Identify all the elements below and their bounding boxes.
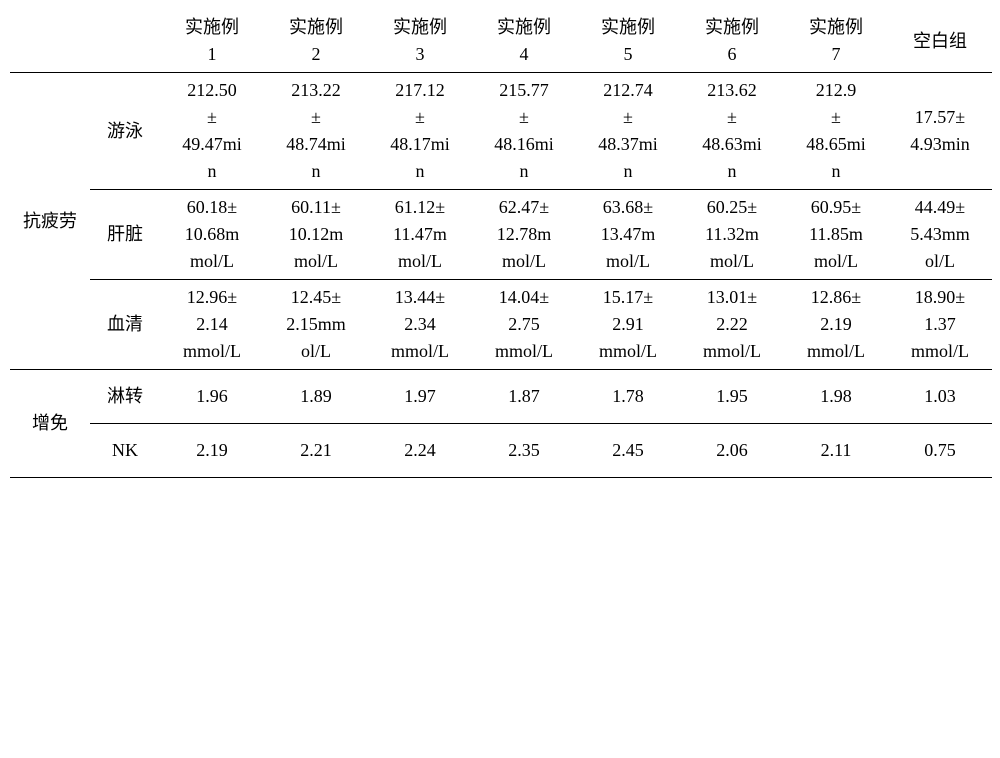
cell: 2.35 [472, 423, 576, 477]
cell: 212.50±49.47min [160, 73, 264, 190]
col-blank: 空白组 [888, 10, 992, 73]
cell: 62.47±12.78mmol/L [472, 190, 576, 280]
row-liver: 肝脏 60.18±10.68mmol/L 60.11±10.12mmol/L 6… [10, 190, 992, 280]
cell: 12.45±2.15mmol/L [264, 280, 368, 370]
cell: 63.68±13.47mmol/L [576, 190, 680, 280]
cell: 2.19 [160, 423, 264, 477]
col-ex6: 实施例6 [680, 10, 784, 73]
cell: 1.96 [160, 370, 264, 424]
col-ex4: 实施例4 [472, 10, 576, 73]
cell: 1.87 [472, 370, 576, 424]
row-lz-label: 淋转 [90, 370, 160, 424]
cell: 2.45 [576, 423, 680, 477]
row-serum-label: 血清 [90, 280, 160, 370]
col-ex5: 实施例5 [576, 10, 680, 73]
cell: 2.11 [784, 423, 888, 477]
cell: 1.03 [888, 370, 992, 424]
cell: 12.96±2.14mmol/L [160, 280, 264, 370]
row-swim-label: 游泳 [90, 73, 160, 190]
row-lz: 增免 淋转 1.96 1.89 1.97 1.87 1.78 1.95 1.98… [10, 370, 992, 424]
row-swim: 抗疲劳 游泳 212.50±49.47min 213.22±48.74min 2… [10, 73, 992, 190]
cell: 2.06 [680, 423, 784, 477]
header-row: 实施例1 实施例2 实施例3 实施例4 实施例5 实施例6 实施例7 空白组 [10, 10, 992, 73]
cell: 15.17±2.91mmol/L [576, 280, 680, 370]
cell: 44.49±5.43mmol/L [888, 190, 992, 280]
cell: 213.22±48.74min [264, 73, 368, 190]
cell: 60.25±11.32mmol/L [680, 190, 784, 280]
cell: 12.86±2.19mmol/L [784, 280, 888, 370]
cell: 212.74±48.37min [576, 73, 680, 190]
cell: 13.01±2.22mmol/L [680, 280, 784, 370]
col-ex3: 实施例3 [368, 10, 472, 73]
cell: 61.12±11.47mmol/L [368, 190, 472, 280]
cell: 213.62±48.63min [680, 73, 784, 190]
cell: 215.77±48.16min [472, 73, 576, 190]
category-fatigue: 抗疲劳 [10, 73, 90, 370]
row-liver-label: 肝脏 [90, 190, 160, 280]
row-nk: NK 2.19 2.21 2.24 2.35 2.45 2.06 2.11 0.… [10, 423, 992, 477]
cell: 0.75 [888, 423, 992, 477]
cell: 60.18±10.68mmol/L [160, 190, 264, 280]
cell: 212.9±48.65min [784, 73, 888, 190]
row-nk-label: NK [90, 423, 160, 477]
col-ex2: 实施例2 [264, 10, 368, 73]
cell: 60.11±10.12mmol/L [264, 190, 368, 280]
data-table: 实施例1 实施例2 实施例3 实施例4 实施例5 实施例6 实施例7 空白组 抗… [10, 10, 992, 478]
cell: 1.89 [264, 370, 368, 424]
col-ex7: 实施例7 [784, 10, 888, 73]
cell: 2.21 [264, 423, 368, 477]
cell: 1.98 [784, 370, 888, 424]
cell: 60.95±11.85mmol/L [784, 190, 888, 280]
cell: 2.24 [368, 423, 472, 477]
cell: 217.12±48.17min [368, 73, 472, 190]
cell: 1.95 [680, 370, 784, 424]
cell: 1.97 [368, 370, 472, 424]
row-serum: 血清 12.96±2.14mmol/L 12.45±2.15mmol/L 13.… [10, 280, 992, 370]
col-ex1: 实施例1 [160, 10, 264, 73]
cell: 18.90±1.37mmol/L [888, 280, 992, 370]
cell: 1.78 [576, 370, 680, 424]
category-immune: 增免 [10, 370, 90, 478]
cell: 13.44±2.34mmol/L [368, 280, 472, 370]
cell: 14.04±2.75mmol/L [472, 280, 576, 370]
cell: 17.57±4.93min [888, 73, 992, 190]
